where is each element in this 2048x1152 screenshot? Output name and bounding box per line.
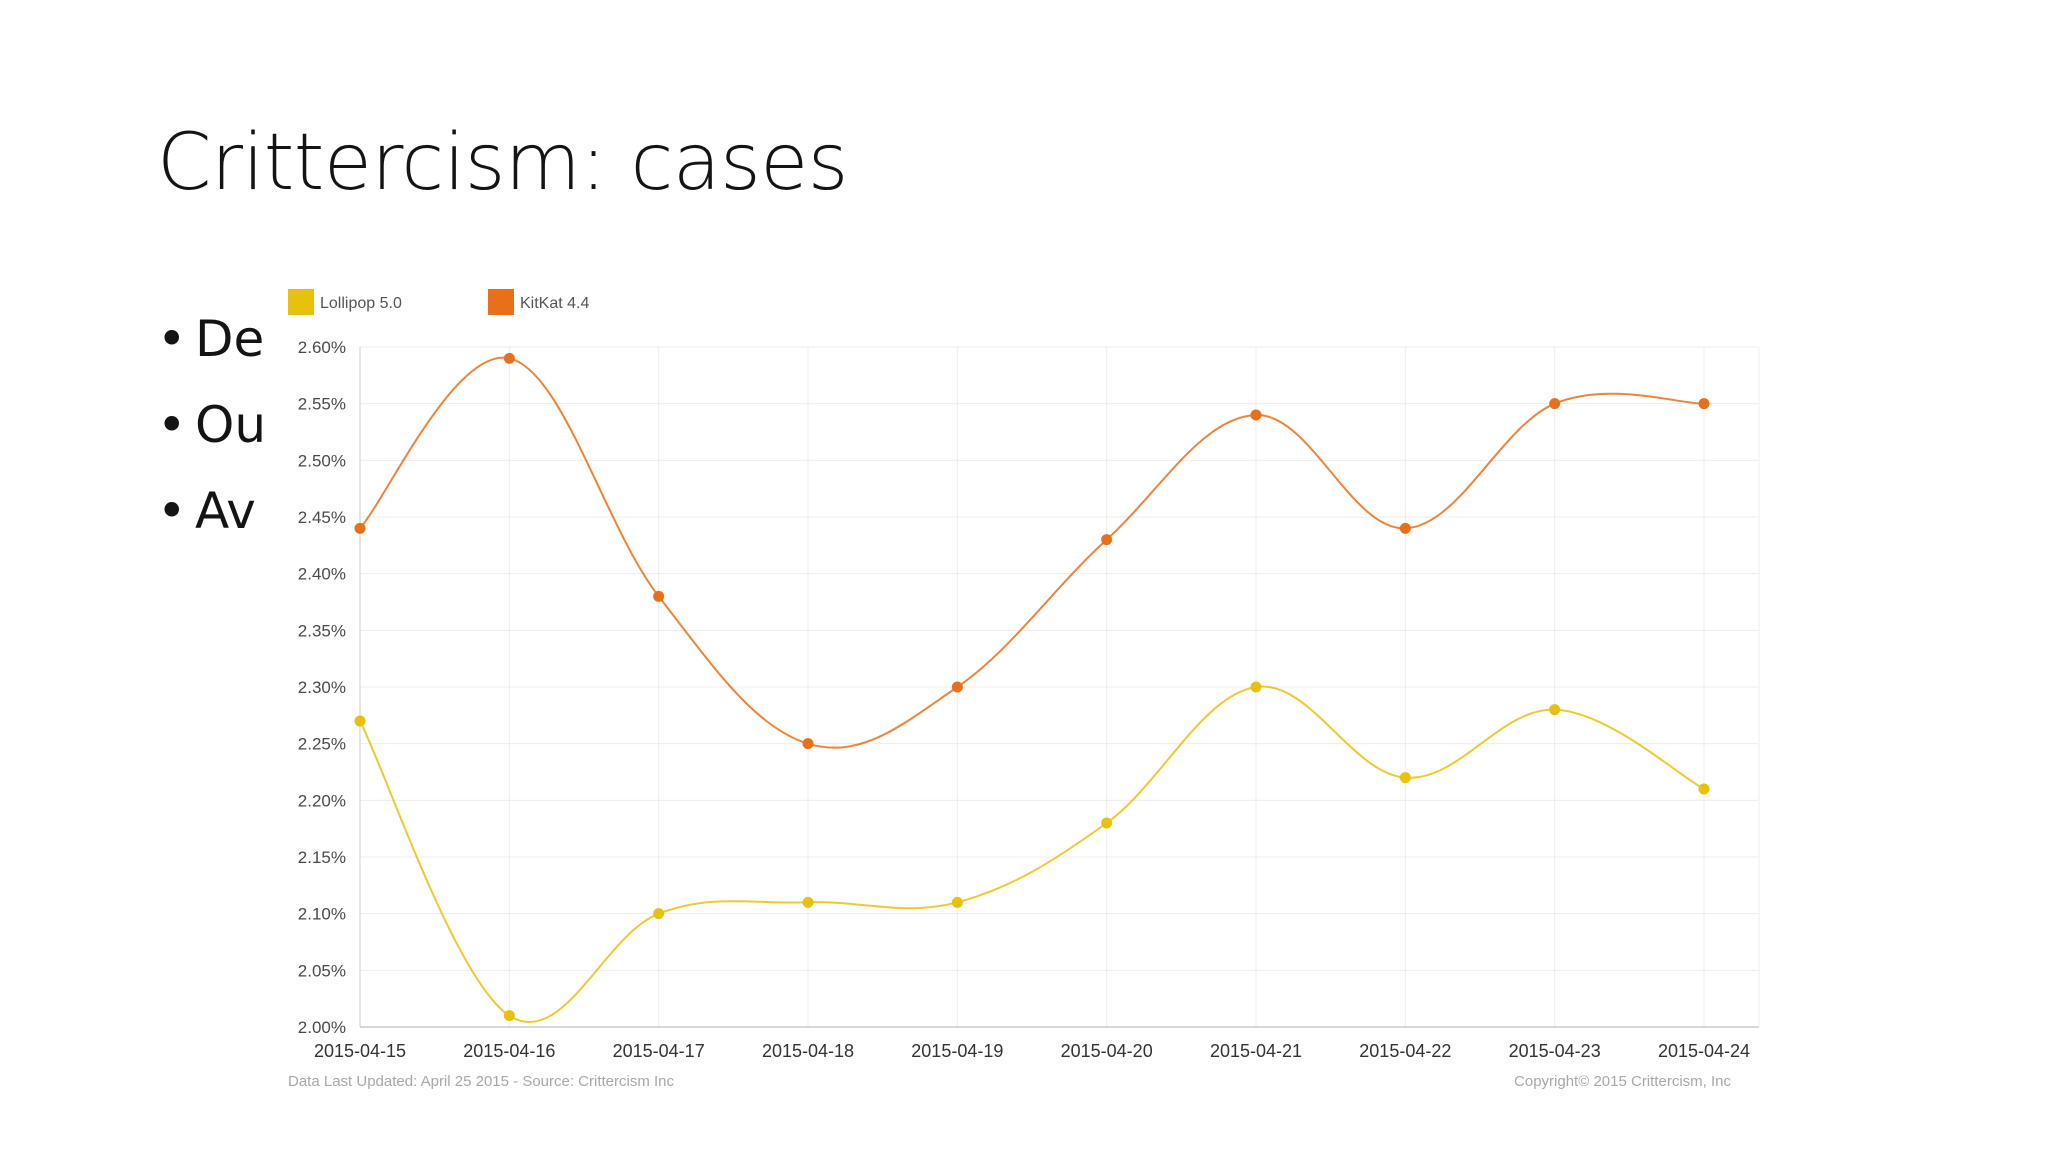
x-tick-label: 2015-04-15	[314, 1041, 406, 1061]
data-point-kitkat-4-4	[1101, 534, 1113, 546]
bullet-item: • Av	[157, 482, 266, 568]
x-tick-label: 2015-04-17	[613, 1041, 705, 1061]
data-point-kitkat-4-4	[1399, 522, 1411, 534]
data-point-kitkat-4-4	[503, 352, 515, 364]
data-point-lollipop-5-0	[1698, 783, 1710, 795]
data-point-lollipop-5-0	[653, 908, 665, 920]
data-point-lollipop-5-0	[503, 1010, 515, 1022]
chart-footer-copyright: Copyright© 2015 Crittercism, Inc	[1514, 1073, 1731, 1090]
bullet-item: • Ou	[157, 396, 266, 482]
bullet-marker: •	[157, 396, 187, 454]
y-tick-label: 2.05%	[298, 961, 346, 980]
chart-footer-source: Data Last Updated: April 25 2015 - Sourc…	[288, 1073, 675, 1090]
legend-label: KitKat 4.4	[520, 295, 589, 312]
y-tick-label: 2.55%	[298, 395, 346, 414]
legend-swatch	[488, 289, 514, 315]
bullet-text: Ou	[195, 396, 267, 454]
data-point-lollipop-5-0	[1549, 704, 1561, 716]
data-point-kitkat-4-4	[1549, 398, 1561, 410]
y-tick-label: 2.50%	[298, 451, 346, 470]
y-tick-label: 2.60%	[298, 338, 346, 357]
x-tick-label: 2015-04-18	[762, 1041, 854, 1061]
chart-panel: 2.00% 2.05% 2.10% 2.15% 2.20% 2.25% 2.30% 2.35%…	[272, 270, 1792, 1150]
y-tick-label: 2.30%	[298, 678, 346, 697]
y-tick-label: 2.40%	[298, 565, 346, 584]
data-point-kitkat-4-4	[951, 681, 963, 693]
data-point-lollipop-5-0	[1250, 681, 1262, 693]
y-tick-label: 2.45%	[298, 508, 346, 527]
x-tick-label: 2015-04-16	[463, 1041, 555, 1061]
series-line-lollipop-5-0	[359, 685, 1705, 1024]
y-tick-label: 2.35%	[298, 621, 346, 640]
data-point-kitkat-4-4	[1698, 398, 1710, 410]
line-chart: 2.00% 2.05% 2.10% 2.15% 2.20% 2.25% 2.30% 2.35%…	[288, 289, 1760, 1090]
y-tick-label: 2.25%	[298, 735, 346, 754]
series-line-kitkat-4-4	[359, 356, 1705, 749]
data-point-kitkat-4-4	[1250, 409, 1262, 421]
data-point-kitkat-4-4	[802, 738, 814, 750]
bullet-text: De	[195, 310, 265, 368]
x-tick-label: 2015-04-21	[1210, 1041, 1302, 1061]
x-tick-label: 2015-04-20	[1061, 1041, 1153, 1061]
data-point-lollipop-5-0	[354, 715, 366, 727]
y-tick-label: 2.20%	[298, 791, 346, 810]
x-tick-label: 2015-04-23	[1509, 1041, 1601, 1061]
data-point-lollipop-5-0	[802, 896, 814, 908]
data-point-kitkat-4-4	[354, 522, 366, 534]
x-tick-label: 2015-04-22	[1359, 1041, 1451, 1061]
data-point-kitkat-4-4	[653, 590, 665, 602]
slide-title: Crittercism: cases	[157, 118, 848, 208]
data-point-lollipop-5-0	[1101, 817, 1113, 829]
bullet-item: • De	[157, 310, 266, 396]
legend-label: Lollipop 5.0	[320, 295, 402, 312]
x-tick-label: 2015-04-24	[1658, 1041, 1750, 1061]
y-tick-label: 2.15%	[298, 848, 346, 867]
y-tick-label: 2.00%	[298, 1018, 346, 1037]
legend-swatch	[288, 289, 314, 315]
bullet-marker: •	[157, 310, 187, 368]
bullet-marker: •	[157, 482, 187, 540]
data-point-lollipop-5-0	[1399, 772, 1411, 784]
x-tick-label: 2015-04-19	[911, 1041, 1003, 1061]
bullet-list: • De • Ou • Av	[157, 310, 266, 568]
y-tick-label: 2.10%	[298, 905, 346, 924]
data-point-lollipop-5-0	[951, 896, 963, 908]
bullet-text: Av	[195, 482, 256, 540]
